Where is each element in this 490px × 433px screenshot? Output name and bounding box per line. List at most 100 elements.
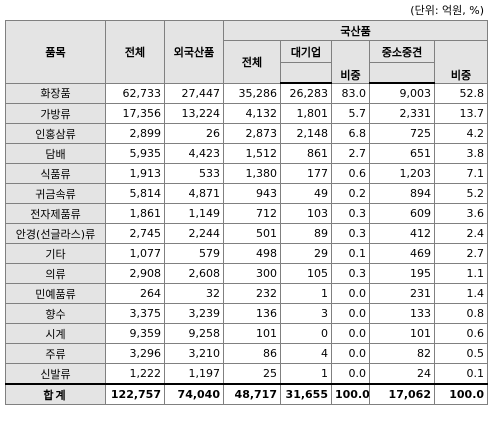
cell-total: 122,757 <box>106 384 165 405</box>
cell-total: 5,935 <box>106 144 165 164</box>
cell-sme-share: 13.7 <box>435 104 488 124</box>
cell-large-share: 0.3 <box>332 224 370 244</box>
cell-item: 합계 <box>6 384 106 405</box>
cell-sme-share: 3.6 <box>435 204 488 224</box>
cell-large-share: 0.0 <box>332 344 370 364</box>
cell-dom-total: 501 <box>224 224 281 244</box>
cell-item: 식품류 <box>6 164 106 184</box>
cell-sme: 894 <box>370 184 435 204</box>
header-domestic-total: 전체 <box>224 41 281 84</box>
header-sme-blank <box>370 63 435 84</box>
table-row: 시계 9,359 9,258 101 0 0.0 101 0.6 <box>6 324 488 344</box>
cell-item: 기타 <box>6 244 106 264</box>
cell-total: 1,077 <box>106 244 165 264</box>
cell-item: 가방류 <box>6 104 106 124</box>
cell-foreign: 4,423 <box>165 144 224 164</box>
cell-total: 2,899 <box>106 124 165 144</box>
cell-item: 귀금속류 <box>6 184 106 204</box>
cell-sme: 17,062 <box>370 384 435 405</box>
cell-sme: 82 <box>370 344 435 364</box>
cell-foreign: 3,239 <box>165 304 224 324</box>
cell-large-share: 0.6 <box>332 164 370 184</box>
cell-item: 인홍삼류 <box>6 124 106 144</box>
cell-dom-total: 4,132 <box>224 104 281 124</box>
cell-item: 의류 <box>6 264 106 284</box>
cell-dom-total: 712 <box>224 204 281 224</box>
cell-foreign: 1,149 <box>165 204 224 224</box>
cell-large-share: 0.3 <box>332 264 370 284</box>
cell-item: 향수 <box>6 304 106 324</box>
table-row: 귀금속류 5,814 4,871 943 49 0.2 894 5.2 <box>6 184 488 204</box>
cell-total: 9,359 <box>106 324 165 344</box>
cell-total: 1,222 <box>106 364 165 385</box>
cell-large: 103 <box>281 204 332 224</box>
cell-sme: 101 <box>370 324 435 344</box>
cell-large-share: 0.0 <box>332 304 370 324</box>
table-row: 인홍삼류 2,899 26 2,873 2,148 6.8 725 4.2 <box>6 124 488 144</box>
cell-large: 2,148 <box>281 124 332 144</box>
cell-large: 0 <box>281 324 332 344</box>
cell-item: 안경(선글라스)류 <box>6 224 106 244</box>
cell-sme-share: 100.0 <box>435 384 488 405</box>
cell-large-share: 2.7 <box>332 144 370 164</box>
cell-sme: 469 <box>370 244 435 264</box>
cell-sme: 9,003 <box>370 83 435 104</box>
cell-item: 신발류 <box>6 364 106 385</box>
cell-total: 2,908 <box>106 264 165 284</box>
cell-dom-total: 1,512 <box>224 144 281 164</box>
cell-large: 49 <box>281 184 332 204</box>
cell-large-share: 5.7 <box>332 104 370 124</box>
cell-sme-share: 1.4 <box>435 284 488 304</box>
cell-dom-total: 35,286 <box>224 83 281 104</box>
cell-sme: 609 <box>370 204 435 224</box>
cell-large: 4 <box>281 344 332 364</box>
table-row: 민예품류 264 32 232 1 0.0 231 1.4 <box>6 284 488 304</box>
cell-total: 3,375 <box>106 304 165 324</box>
cell-large: 1 <box>281 364 332 385</box>
cell-sme-share: 4.2 <box>435 124 488 144</box>
cell-sme-share: 0.5 <box>435 344 488 364</box>
cell-foreign: 1,197 <box>165 364 224 385</box>
header-sme: 중소중견 <box>370 41 435 63</box>
cell-dom-total: 300 <box>224 264 281 284</box>
cell-foreign: 32 <box>165 284 224 304</box>
cell-sme-share: 5.2 <box>435 184 488 204</box>
cell-foreign: 9,258 <box>165 324 224 344</box>
cell-sme: 24 <box>370 364 435 385</box>
cell-foreign: 13,224 <box>165 104 224 124</box>
cell-large-share: 0.0 <box>332 364 370 385</box>
header-large: 대기업 <box>281 41 332 63</box>
cell-sme-share: 0.8 <box>435 304 488 324</box>
cell-large: 29 <box>281 244 332 264</box>
table-row: 안경(선글라스)류 2,745 2,244 501 89 0.3 412 2.4 <box>6 224 488 244</box>
cell-sme: 651 <box>370 144 435 164</box>
cell-sme: 195 <box>370 264 435 284</box>
cell-item: 시계 <box>6 324 106 344</box>
cell-large-share: 6.8 <box>332 124 370 144</box>
header-large-blank <box>281 63 332 84</box>
cell-sme: 133 <box>370 304 435 324</box>
cell-sme: 1,203 <box>370 164 435 184</box>
cell-foreign: 74,040 <box>165 384 224 405</box>
header-item: 품목 <box>6 21 106 84</box>
cell-total: 62,733 <box>106 83 165 104</box>
cell-item: 담배 <box>6 144 106 164</box>
cell-item: 전자제품류 <box>6 204 106 224</box>
header-sme-share: 비중 <box>435 41 488 84</box>
cell-total: 5,814 <box>106 184 165 204</box>
cell-sme-share: 3.8 <box>435 144 488 164</box>
cell-total: 2,745 <box>106 224 165 244</box>
table-body: 화장품 62,733 27,447 35,286 26,283 83.0 9,003 52.8… <box>6 83 488 405</box>
cell-large: 31,655 <box>281 384 332 405</box>
cell-large-share: 83.0 <box>332 83 370 104</box>
header-foreign: 외국산품 <box>165 21 224 84</box>
cell-dom-total: 943 <box>224 184 281 204</box>
cell-large: 1 <box>281 284 332 304</box>
cell-dom-total: 25 <box>224 364 281 385</box>
cell-dom-total: 136 <box>224 304 281 324</box>
header-large-share: 비중 <box>332 41 370 84</box>
cell-dom-total: 498 <box>224 244 281 264</box>
table-row: 주류 3,296 3,210 86 4 0.0 82 0.5 <box>6 344 488 364</box>
total-row: 합계 122,757 74,040 48,717 31,655 100.0 17,062 10… <box>6 384 488 405</box>
table-row: 전자제품류 1,861 1,149 712 103 0.3 609 3.6 <box>6 204 488 224</box>
